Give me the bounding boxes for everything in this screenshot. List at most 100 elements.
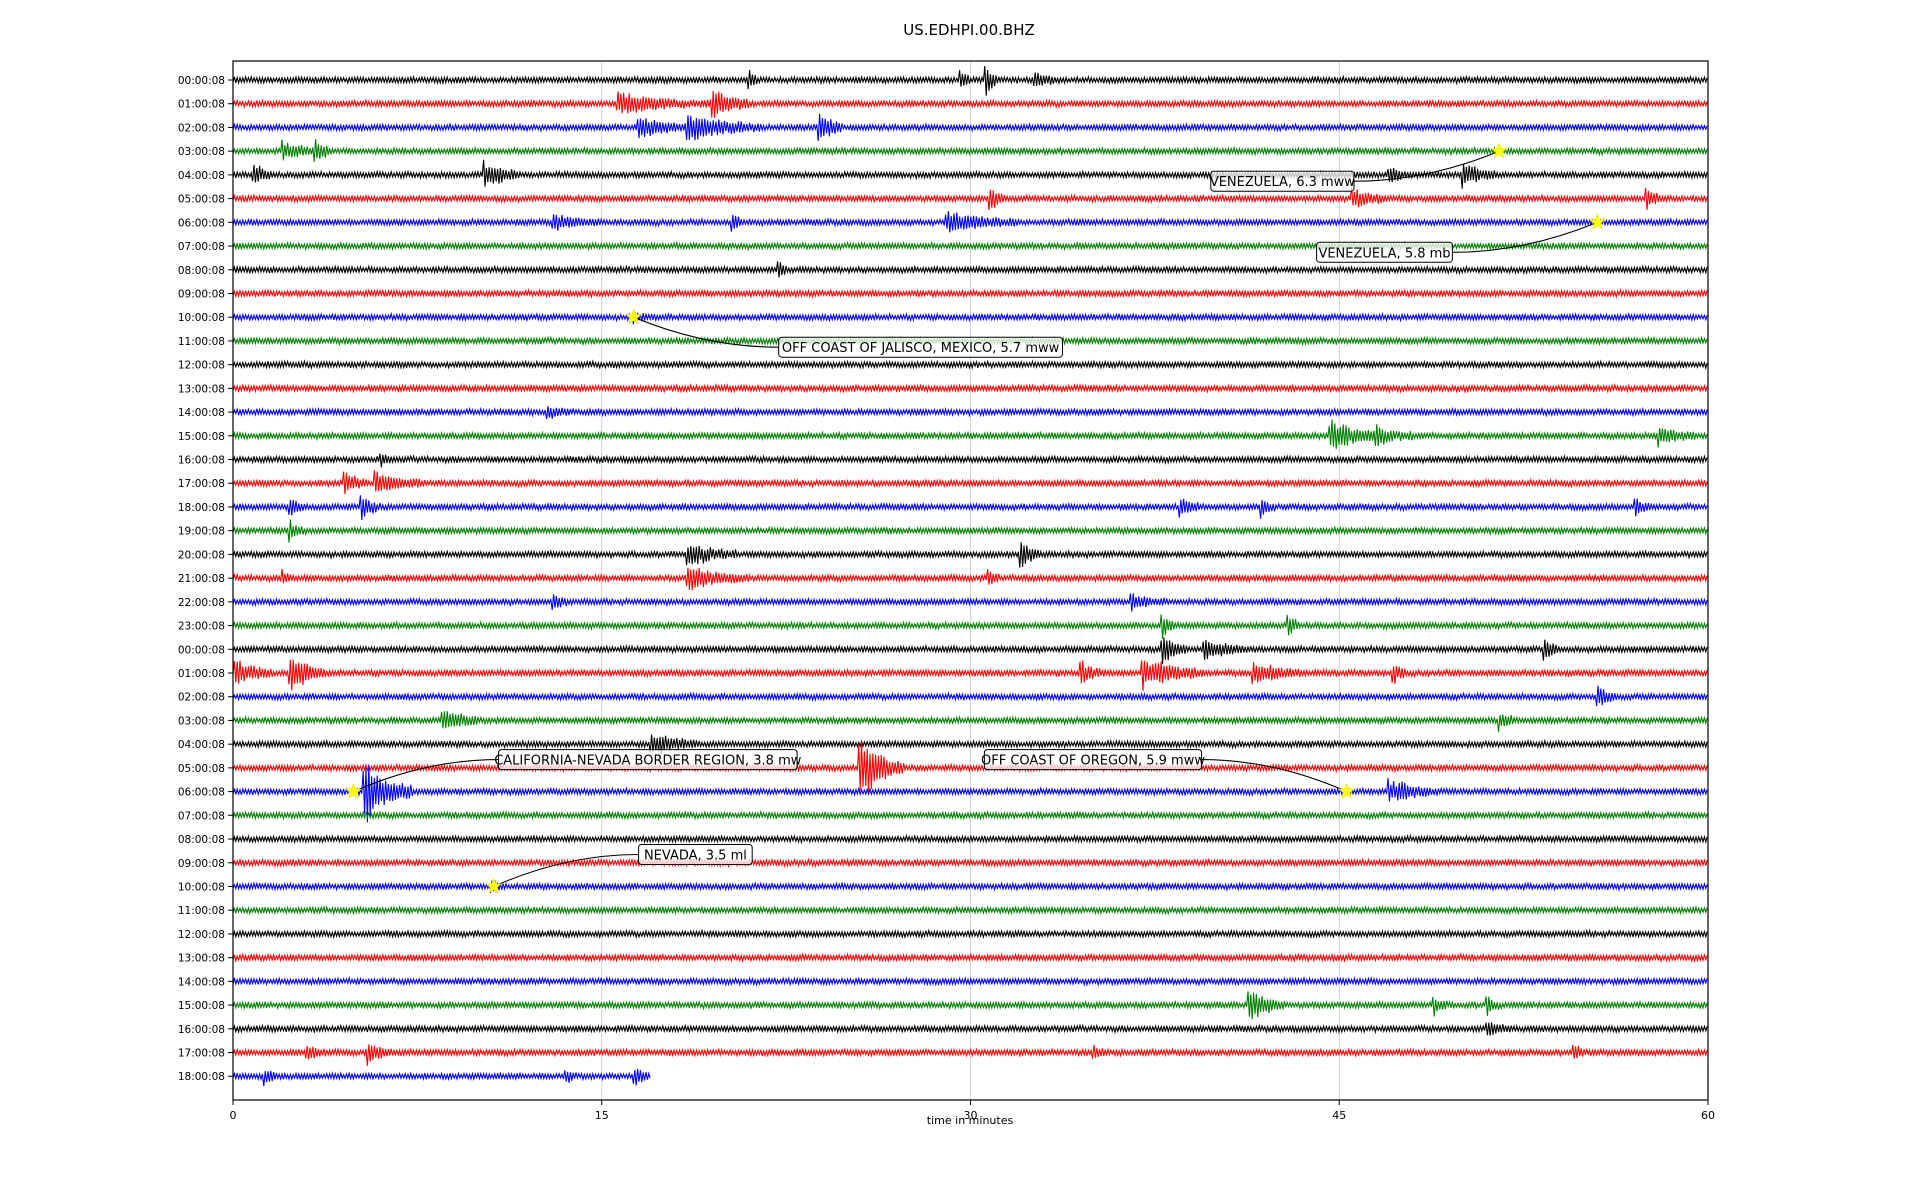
event-label-box bbox=[638, 844, 753, 865]
trace-row bbox=[232, 187, 1708, 211]
trace-row bbox=[232, 637, 1708, 664]
y-tick-label: 02:00:08 bbox=[178, 122, 225, 134]
y-tick-label: 21:00:08 bbox=[178, 573, 225, 585]
x-tick-label: 15 bbox=[595, 1109, 609, 1122]
trace-row bbox=[232, 685, 1708, 707]
trace-row bbox=[232, 1022, 1708, 1036]
x-tick-label: 0 bbox=[230, 1109, 237, 1122]
y-tick-label: 17:00:08 bbox=[178, 1048, 225, 1060]
y-tick-label: 13:00:08 bbox=[178, 953, 225, 965]
event-connector bbox=[1353, 150, 1500, 182]
trace-row bbox=[232, 470, 1708, 495]
event-label: VENEZUELA, 5.8 mb bbox=[1318, 246, 1450, 261]
trace-row bbox=[232, 240, 1708, 252]
trace-row bbox=[232, 975, 1708, 987]
trace-row bbox=[232, 734, 1708, 754]
y-tick-label: 15:00:08 bbox=[178, 431, 225, 443]
y-tick-label: 06:00:08 bbox=[178, 787, 225, 799]
event-label: OFF COAST OF JALISCO, MEXICO, 5.7 mww bbox=[782, 341, 1060, 356]
y-tick-label: 08:00:08 bbox=[178, 834, 225, 846]
trace-row bbox=[232, 809, 1708, 821]
y-tick-label: 09:00:08 bbox=[178, 858, 225, 870]
trace-row bbox=[232, 519, 1708, 543]
y-tick-labels: 00:00:08 01:00:08 02:00:08 03:00:08 04:00:08… bbox=[178, 75, 233, 1083]
trace-row bbox=[232, 453, 1708, 468]
y-tick-label: 02:00:08 bbox=[178, 692, 225, 704]
y-tick-label: 22:00:08 bbox=[178, 597, 225, 609]
event-connector bbox=[1452, 221, 1598, 253]
y-tick-label: 03:00:08 bbox=[178, 715, 225, 727]
y-tick-label: 01:00:08 bbox=[178, 99, 225, 111]
x-tick-labels: 0 15 30 45 60 bbox=[230, 1100, 1715, 1122]
trace-row bbox=[232, 952, 1708, 964]
trace-row bbox=[232, 833, 1708, 845]
y-tick-label: 05:00:08 bbox=[178, 763, 225, 775]
event-label: OFF COAST OF OREGON, 5.9 mww bbox=[981, 754, 1205, 769]
trace-row bbox=[232, 65, 1708, 96]
trace-row bbox=[232, 359, 1708, 371]
trace-row bbox=[232, 880, 1708, 894]
trace-row bbox=[232, 991, 1708, 1020]
trace-row bbox=[232, 1068, 651, 1087]
trace-row bbox=[232, 139, 1708, 163]
event-star-icon bbox=[1589, 213, 1606, 230]
event-annotations: VENEZUELA, 6.3 mww VENEZUELA, 5.8 mb OFF C… bbox=[345, 142, 1606, 894]
trace-row bbox=[232, 741, 1708, 794]
trace-row bbox=[232, 857, 1708, 869]
y-tick-label: 01:00:08 bbox=[178, 668, 225, 680]
trace-row bbox=[232, 90, 1708, 118]
x-tick-label: 30 bbox=[964, 1109, 978, 1122]
event-star-icon bbox=[345, 782, 362, 799]
y-tick-label: 18:00:08 bbox=[178, 502, 225, 514]
event-connector bbox=[353, 759, 499, 793]
y-tick-label: 10:00:08 bbox=[178, 312, 225, 324]
y-tick-label: 08:00:08 bbox=[178, 265, 225, 277]
trace-row bbox=[232, 1044, 1708, 1066]
y-tick-label: 19:00:08 bbox=[178, 526, 225, 538]
event-label-box bbox=[498, 749, 798, 771]
y-tick-label: 17:00:08 bbox=[178, 478, 225, 490]
y-tick-label: 07:00:08 bbox=[178, 241, 225, 253]
y-tick-label: 09:00:08 bbox=[178, 288, 225, 300]
trace-row bbox=[232, 311, 1708, 325]
y-tick-label: 23:00:08 bbox=[178, 621, 225, 633]
trace-row bbox=[232, 287, 1708, 299]
trace-row bbox=[232, 928, 1708, 940]
event-connector bbox=[493, 853, 639, 888]
event-label-box bbox=[778, 336, 1063, 358]
event-label-box bbox=[983, 749, 1203, 771]
trace-row bbox=[232, 710, 1708, 732]
y-tick-label: 12:00:08 bbox=[178, 929, 225, 941]
trace-row bbox=[232, 659, 1708, 691]
y-tick-label: 13:00:08 bbox=[178, 383, 225, 395]
trace-layer bbox=[232, 65, 1708, 1087]
trace-row bbox=[232, 211, 1708, 233]
event-connector bbox=[1201, 759, 1347, 793]
event-star-icon bbox=[485, 877, 503, 894]
y-tick-label: 04:00:08 bbox=[178, 739, 225, 751]
y-tick-label: 10:00:08 bbox=[178, 881, 225, 893]
trace-row bbox=[232, 159, 1708, 189]
trace-row bbox=[232, 382, 1708, 394]
y-tick-label: 14:00:08 bbox=[178, 407, 225, 419]
x-axis-label: time in minutes bbox=[927, 1114, 1014, 1127]
y-tick-label: 12:00:08 bbox=[178, 360, 225, 372]
trace-row bbox=[232, 593, 1708, 612]
event-star-icon bbox=[1338, 782, 1355, 799]
y-tick-label: 11:00:08 bbox=[178, 905, 225, 917]
y-tick-label: 04:00:08 bbox=[178, 170, 225, 182]
trace-row bbox=[232, 542, 1708, 568]
y-tick-label: 20:00:08 bbox=[178, 549, 225, 561]
trace-row bbox=[232, 904, 1708, 916]
y-tick-label: 00:00:08 bbox=[178, 75, 225, 87]
event-connector bbox=[633, 316, 779, 348]
y-tick-label: 07:00:08 bbox=[178, 810, 225, 822]
y-tick-label: 14:00:08 bbox=[178, 976, 225, 988]
y-tick-label: 18:00:08 bbox=[178, 1071, 225, 1083]
y-tick-label: 11:00:08 bbox=[178, 336, 225, 348]
chart-title: US.EDHPI.00.BHZ bbox=[903, 21, 1035, 39]
y-tick-label: 06:00:08 bbox=[178, 217, 225, 229]
y-tick-label: 16:00:08 bbox=[178, 455, 225, 467]
x-tick-label: 45 bbox=[1332, 1109, 1346, 1122]
